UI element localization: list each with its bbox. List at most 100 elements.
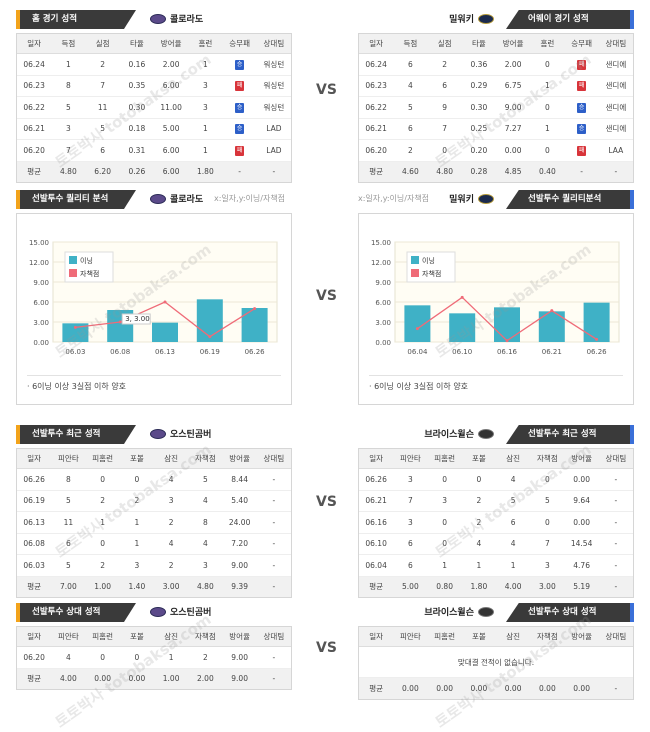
table-cell: 5 bbox=[393, 96, 428, 119]
table-cell: 3 bbox=[188, 75, 223, 97]
table-cell: 06.20 bbox=[359, 139, 394, 162]
average-cell: 0.26 bbox=[119, 161, 154, 182]
table-row: 06.23 4 6 0.29 6.75 1 패 샌디에 bbox=[359, 75, 633, 97]
table-cell: 8 bbox=[188, 511, 223, 534]
column-header: 홈런 bbox=[188, 34, 223, 54]
bullet-icon: · bbox=[27, 382, 30, 391]
table-cell: 1 bbox=[85, 511, 120, 534]
average-row: 평균 7.00 1.00 1.40 3.00 4.80 9.39- bbox=[17, 576, 291, 597]
table-cell: 3 bbox=[188, 96, 223, 119]
right-quality-title: 선발투수 퀄리티분석 bbox=[506, 190, 634, 209]
left-pitcher-vs-panel: 선발투수 상대 성적 오스틴곰버 일자 피안타 피홈런 포볼 삼진 자책점 방어율 상대팀 06… bbox=[16, 603, 292, 690]
right-pitcher-vs-title: 선발투수 상대 성적 bbox=[506, 603, 634, 622]
left-chart-box: 0.00 3.00 6.00 9.00 12.00 15.00 06.03 06.08 06.1… bbox=[16, 213, 292, 405]
away-team: 밀워키 bbox=[449, 12, 494, 25]
column-header: 실점 bbox=[427, 34, 462, 54]
column-header: 피안타 bbox=[51, 449, 86, 469]
home-team-name: 콜로라도 bbox=[170, 15, 204, 25]
table-cell: 0 bbox=[85, 533, 120, 555]
loss-icon: 패 bbox=[577, 145, 587, 156]
table-cell: 2 bbox=[119, 490, 154, 512]
average-cell: 평균 bbox=[359, 677, 394, 699]
table-cell: 06.21 bbox=[17, 118, 52, 140]
column-header: 득점 bbox=[393, 34, 428, 54]
vs-label-1: VS bbox=[316, 82, 337, 98]
point-earned-runs bbox=[460, 295, 464, 299]
column-header: 일자 bbox=[359, 34, 394, 54]
table-cell: 7 bbox=[393, 490, 428, 512]
vs-label-4: VS bbox=[316, 640, 337, 656]
table-cell: 06.26 bbox=[359, 468, 394, 491]
bar-innings bbox=[494, 307, 520, 342]
left-pitcher-vs-name-wrap: 오스틴곰버 bbox=[150, 605, 211, 618]
column-header: 일자 bbox=[17, 34, 52, 54]
table-row: 06.04 6 1 1 1 3 4.76- bbox=[359, 554, 633, 577]
column-header: 포볼 bbox=[119, 627, 154, 647]
right-chart-footer: · 6이닝 이상 3실점 이하 양호 bbox=[369, 375, 623, 396]
table-cell: 6.00 bbox=[154, 75, 189, 97]
table-cell: 3 bbox=[530, 554, 565, 577]
table-cell: 2 bbox=[85, 53, 120, 76]
table-cell: 패 bbox=[564, 75, 599, 97]
table-cell: 4 bbox=[188, 533, 223, 555]
table-cell: 승 bbox=[222, 96, 257, 119]
column-header: 일자 bbox=[359, 627, 394, 647]
column-header: 포볼 bbox=[461, 627, 496, 647]
legend-label-earned-runs: 자책점 bbox=[422, 269, 441, 278]
x-tick-label: 06.16 bbox=[497, 348, 518, 356]
table-cell: 2 bbox=[188, 646, 223, 669]
left-quality-chart: 0.00 3.00 6.00 9.00 12.00 15.00 06.03 06.08 06.1… bbox=[29, 239, 278, 356]
average-cell: 4.00 bbox=[51, 668, 86, 689]
column-header: 일자 bbox=[17, 449, 52, 469]
average-cell: 0.28 bbox=[461, 161, 496, 182]
column-header: 포볼 bbox=[461, 449, 496, 469]
average-cell: 0.00 bbox=[85, 668, 120, 689]
table-cell: 7 bbox=[51, 139, 86, 162]
y-tick-label: 9.00 bbox=[33, 279, 49, 287]
average-cell: 4.80 bbox=[188, 576, 223, 597]
right-quality-team-name: 밀워키 bbox=[449, 195, 474, 205]
table-cell: 패 bbox=[564, 139, 599, 162]
table-cell: 0 bbox=[85, 468, 120, 491]
table-row: 06.22 5 11 0.30 11.00 3 승 워싱턴 bbox=[17, 96, 291, 119]
table-row: 06.21 3 5 0.18 5.00 1 승 LAD bbox=[17, 118, 291, 140]
right-pitcher-recent-panel: 브라이스윌슨 선발투수 최근 성적 일자 피안타 피홈런 포볼 삼진 자책점 방어율 상대팀 0… bbox=[358, 425, 634, 598]
column-header: 방어율 bbox=[564, 627, 599, 647]
table-cell: 4 bbox=[496, 468, 531, 491]
legend-label-innings: 이닝 bbox=[80, 256, 93, 265]
table-cell: 2 bbox=[154, 554, 189, 577]
average-cell: 5.00 bbox=[393, 576, 428, 597]
average-cell: - bbox=[256, 576, 291, 597]
win-icon: 승 bbox=[577, 124, 587, 135]
column-header: 방어율 bbox=[154, 34, 189, 54]
left-quality-team-name: 콜로라도 bbox=[170, 195, 204, 205]
right-chart-footer-text: 6이닝 이상 3실점 이하 양호 bbox=[374, 382, 469, 391]
y-tick-label: 3.00 bbox=[375, 319, 391, 327]
table-cell: 5 bbox=[51, 490, 86, 512]
table-cell: 8 bbox=[51, 468, 86, 491]
table-cell: 승 bbox=[222, 53, 257, 76]
average-row: 평균 4.00 0.00 0.00 1.00 2.00 9.00- bbox=[17, 668, 291, 689]
table-cell: 1 bbox=[119, 511, 154, 534]
away-record-title: 어웨이 경기 성적 bbox=[506, 10, 634, 29]
table-cell: 샌디에 bbox=[598, 118, 633, 140]
table-cell: 6 bbox=[51, 533, 86, 555]
left-pitcher-recent-panel: 선발투수 최근 성적 오스틴곰버 일자 피안타 피홈런 포볼 삼진 자책점 방어율 상대팀 06… bbox=[16, 425, 292, 598]
table-cell: 5 bbox=[51, 554, 86, 577]
legend-swatch-earned-runs bbox=[411, 269, 419, 277]
table-cell: 승 bbox=[222, 118, 257, 140]
table-cell: 14.54 bbox=[564, 533, 599, 555]
column-header: 피안타 bbox=[393, 627, 428, 647]
legend-swatch-earned-runs bbox=[69, 269, 77, 277]
table-cell: 8.44 bbox=[222, 468, 257, 491]
table-cell: 패 bbox=[222, 139, 257, 162]
table-cell: 1 bbox=[496, 554, 531, 577]
vs-label-2: VS bbox=[316, 288, 337, 304]
table-cell: 06.10 bbox=[359, 533, 394, 555]
table-cell: 0 bbox=[530, 96, 565, 119]
away-team-name: 밀워키 bbox=[449, 15, 474, 25]
column-header: 상대팀 bbox=[598, 34, 633, 54]
bar-innings bbox=[449, 313, 476, 342]
column-header: 타율 bbox=[461, 34, 496, 54]
y-tick-label: 15.00 bbox=[371, 239, 391, 247]
